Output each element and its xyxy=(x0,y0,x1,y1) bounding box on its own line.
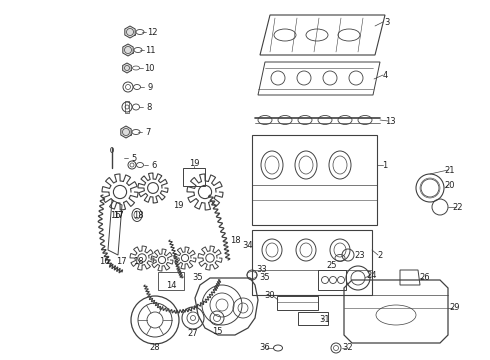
Text: 23: 23 xyxy=(355,251,366,260)
Polygon shape xyxy=(121,126,131,138)
Text: 35: 35 xyxy=(193,274,203,283)
Text: 19: 19 xyxy=(173,201,183,210)
Text: 18: 18 xyxy=(230,235,240,244)
Text: 3: 3 xyxy=(384,18,390,27)
Text: 29: 29 xyxy=(450,303,460,312)
Text: 26: 26 xyxy=(420,274,430,283)
Text: 17: 17 xyxy=(116,257,126,266)
Text: 32: 32 xyxy=(343,343,353,352)
Bar xyxy=(125,101,129,113)
Text: 20: 20 xyxy=(445,180,455,189)
Text: 22: 22 xyxy=(453,202,463,212)
Text: 1: 1 xyxy=(382,161,388,170)
Text: 7: 7 xyxy=(146,127,151,136)
Text: 18: 18 xyxy=(133,257,143,266)
Text: 25: 25 xyxy=(327,261,337,270)
Text: 24: 24 xyxy=(367,270,377,279)
Polygon shape xyxy=(125,26,135,38)
Text: 27: 27 xyxy=(188,328,198,338)
Text: 31: 31 xyxy=(319,315,330,324)
Text: 10: 10 xyxy=(144,63,154,72)
Text: 8: 8 xyxy=(147,103,152,112)
Text: 28: 28 xyxy=(149,343,160,352)
Text: 6: 6 xyxy=(151,161,157,170)
Polygon shape xyxy=(122,63,131,73)
Text: 11: 11 xyxy=(145,45,155,54)
Text: 12: 12 xyxy=(147,27,157,36)
Text: 9: 9 xyxy=(147,82,152,91)
Text: 35: 35 xyxy=(260,274,270,283)
Polygon shape xyxy=(123,44,133,56)
Text: 18: 18 xyxy=(133,211,143,220)
Text: 16: 16 xyxy=(98,257,109,266)
Text: 30: 30 xyxy=(265,291,275,300)
Text: 2: 2 xyxy=(377,251,383,260)
Text: 15: 15 xyxy=(212,328,222,337)
Bar xyxy=(183,168,205,186)
Text: 34: 34 xyxy=(243,240,253,249)
Text: 17: 17 xyxy=(113,211,123,220)
Text: 13: 13 xyxy=(385,117,395,126)
Text: 33: 33 xyxy=(257,266,268,274)
Text: 19: 19 xyxy=(189,158,199,167)
Text: 4: 4 xyxy=(382,71,388,80)
Text: 14: 14 xyxy=(166,280,176,289)
Bar xyxy=(252,230,372,295)
Bar xyxy=(158,272,184,290)
Text: 5: 5 xyxy=(131,153,137,162)
Text: 36: 36 xyxy=(260,343,270,352)
Text: 16: 16 xyxy=(110,211,121,220)
Text: 21: 21 xyxy=(445,166,455,175)
Text: 17: 17 xyxy=(113,211,123,220)
Bar xyxy=(318,270,346,290)
Bar xyxy=(252,135,377,225)
